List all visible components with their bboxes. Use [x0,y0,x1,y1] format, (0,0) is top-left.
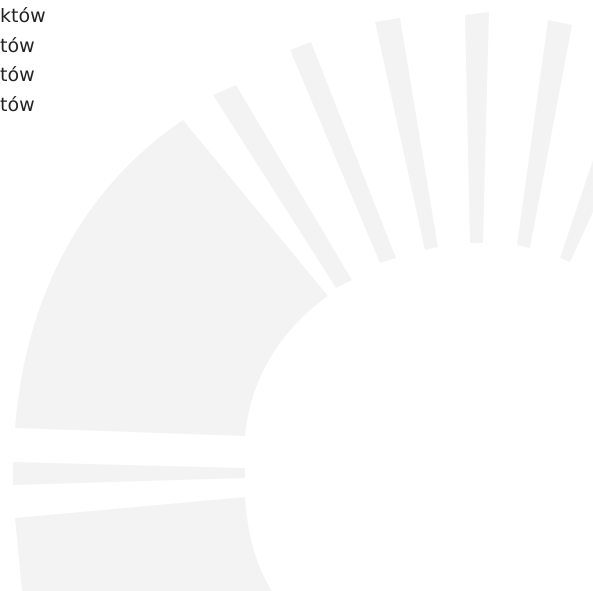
text-line: któw [0,2,46,32]
text-list: któw tów tów tów [0,2,46,120]
ray [375,18,438,250]
text-line: tów [0,61,46,91]
thin-bar [13,462,245,485]
bottom-wedge [15,497,272,591]
text-line: tów [0,32,46,62]
ray [517,20,572,248]
page: któw tów tów tów {"lines": ["któw", "tów… [0,0,593,591]
ray [560,160,593,262]
ray [465,12,489,243]
background-graphic [0,0,593,591]
text-line: tów [0,91,46,121]
